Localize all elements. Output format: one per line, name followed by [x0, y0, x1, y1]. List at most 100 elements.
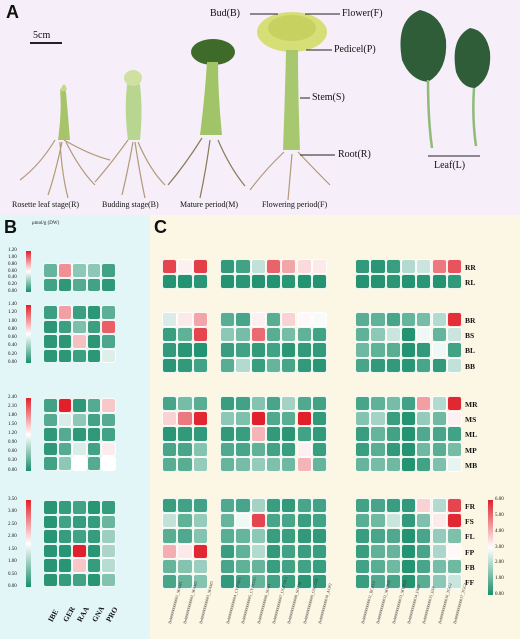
heatmap-b-cell	[72, 277, 87, 292]
heatmap-b-cell	[72, 305, 87, 320]
heatmap-b-cell	[43, 305, 58, 320]
colorbar-b-tick: 1.00	[8, 559, 17, 565]
heatmap-c-cell	[311, 327, 328, 343]
heatmap-c-cell	[162, 426, 178, 442]
heatmap-c-cell	[220, 327, 236, 343]
heatmap-c-cell	[265, 528, 282, 544]
heatmap-c-cell	[177, 528, 193, 544]
heatmap-c-cell	[250, 259, 266, 275]
heatmap-c-cell	[250, 342, 266, 358]
flowering-plant-image	[249, 12, 331, 201]
colorbar-b-tick: 0.20	[8, 282, 17, 288]
heatmap-c-cell	[281, 426, 297, 442]
heatmap-b-cell	[57, 514, 72, 529]
heatmap-c-cell	[416, 259, 432, 275]
colorbar-b-tick: 1.40	[8, 302, 17, 307]
stem-label: Stem(S)	[312, 92, 345, 103]
heatmap-c-cell	[177, 342, 193, 358]
heatmap-c-cell	[431, 558, 447, 574]
heatmap-c-cell	[265, 312, 282, 328]
heatmap-c-cell	[281, 441, 297, 457]
heatmap-b-cell	[72, 558, 87, 573]
heatmap-b-cell	[72, 514, 87, 529]
heatmap-c-cell	[177, 327, 193, 343]
heatmap-b-cell	[101, 412, 116, 427]
heatmap-c-cell	[385, 543, 401, 559]
heatmap-c-cell	[385, 513, 401, 529]
heatmap-c-cell	[265, 426, 282, 442]
heatmap-c-cell	[220, 411, 236, 427]
panel-b-unit: μmol/g (DW)	[32, 221, 60, 226]
heatmap-b-cell	[86, 514, 101, 529]
heatmap-b-cell	[101, 529, 116, 544]
heatmap-b-cell	[43, 319, 58, 334]
heatmap-c-cell	[192, 513, 208, 529]
stage-label-mature: Mature period(M)	[180, 200, 238, 209]
heatmap-c-cell	[220, 274, 236, 290]
heatmap-c-cell	[370, 259, 386, 275]
heatmap-b-cell	[86, 263, 101, 278]
colorbar-b-tick: 2.00	[8, 534, 17, 540]
heatmap-c-cell	[220, 558, 236, 574]
heatmap-c-cell	[296, 513, 312, 529]
bud-label: Bud(B)	[210, 8, 240, 19]
heatmap-b-cell	[43, 529, 58, 544]
heatmap-c-cell	[281, 396, 297, 412]
heatmap-c-cell	[385, 498, 401, 514]
heatmap-c-cell	[416, 274, 432, 290]
colorbar-b-tick: 3.00	[8, 509, 17, 515]
heatmap-b-cell	[43, 348, 58, 363]
heatmap-c-cell	[235, 558, 251, 574]
heatmap-c-cell	[177, 274, 193, 290]
heatmap-b-cell	[43, 572, 58, 587]
heatmap-c-cell	[311, 456, 328, 472]
heatmap-c-cell	[355, 411, 371, 427]
heatmap-c-cell	[220, 498, 236, 514]
heatmap-b-cell	[57, 529, 72, 544]
heatmap-c-cell	[235, 342, 251, 358]
heatmap-c-cell	[281, 259, 297, 275]
heatmap-c-cell	[296, 498, 312, 514]
heatmap-c-cell	[220, 528, 236, 544]
heatmap-row-label: FL	[465, 532, 475, 542]
colorbar-b	[26, 398, 31, 471]
heatmap-c-cell	[162, 259, 178, 275]
heatmap-b-cell	[57, 427, 72, 442]
heatmap-c-cell	[192, 543, 208, 559]
heatmap-c-cell	[177, 357, 193, 373]
colorbar-b-tick: 3.50	[8, 497, 17, 502]
heatmap-b-cell	[86, 500, 101, 515]
colorbar-b-tick: 1.50	[8, 422, 17, 428]
heatmap-c-cell	[416, 498, 432, 514]
heatmap-c-cell	[162, 274, 178, 290]
heatmap-c-cell	[311, 498, 328, 514]
heatmap-c-cell	[235, 426, 251, 442]
heatmap-c-cell	[431, 528, 447, 544]
heatmap-b-cell	[86, 427, 101, 442]
colorbar-b-tick: 0.90	[8, 440, 17, 446]
heatmap-b-cell	[101, 334, 116, 349]
heatmap-c-cell	[192, 396, 208, 412]
heatmap-c-cell	[250, 498, 266, 514]
heatmap-c-cell	[416, 411, 432, 427]
heatmap-c-cell	[400, 274, 417, 290]
heatmap-b-cell	[101, 558, 116, 573]
mature-plant-image	[167, 39, 246, 199]
budding-plant-image	[94, 70, 166, 199]
heatmap-c-cell	[162, 513, 178, 529]
stage-label-budding: Budding stage(B)	[102, 200, 159, 209]
heatmap-b-cell	[72, 348, 87, 363]
heatmap-b-cell	[86, 572, 101, 587]
heatmap-c-cell	[265, 396, 282, 412]
heatmap-c-cell	[370, 441, 386, 457]
heatmap-c-cell	[281, 411, 297, 427]
heatmap-b-cell	[43, 500, 58, 515]
heatmap-c-cell	[355, 528, 371, 544]
heatmap-c-cell	[162, 528, 178, 544]
heatmap-c-cell	[296, 574, 312, 590]
heatmap-c-cell	[296, 342, 312, 358]
heatmap-c-cell	[265, 274, 282, 290]
heatmap-c-cell	[235, 456, 251, 472]
colorbar-b-tick: 0.50	[8, 571, 17, 577]
heatmap-c-cell	[446, 342, 463, 358]
